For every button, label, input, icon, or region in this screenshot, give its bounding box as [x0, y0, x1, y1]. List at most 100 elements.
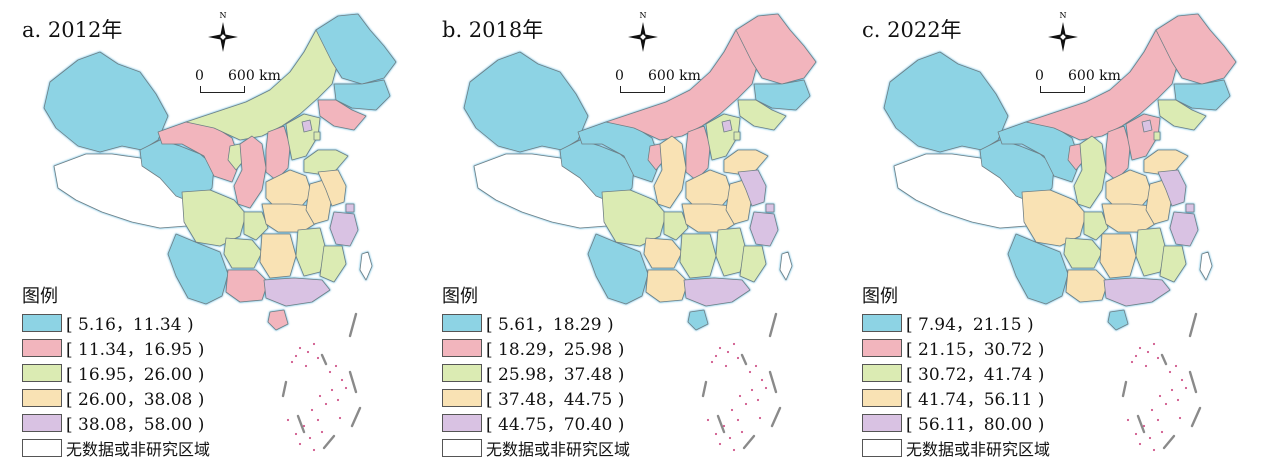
island-dot [328, 370, 332, 374]
island-dot [1134, 432, 1138, 436]
island-dot [1158, 394, 1162, 398]
island-line [348, 312, 358, 338]
scale-start-label: 0 [195, 68, 204, 84]
island-dot [336, 398, 340, 402]
region-guizhou [223, 237, 263, 269]
island-line [350, 406, 362, 428]
region-sichuan [1021, 189, 1087, 247]
region-zhejiang [1169, 211, 1199, 247]
legend-swatch [442, 363, 482, 382]
island-line [296, 414, 306, 434]
scale-end-label: 600 km [648, 68, 701, 84]
region-heilongjiang [735, 13, 817, 85]
island-dot [334, 364, 338, 368]
island-dot [764, 386, 768, 390]
island-dot [748, 370, 752, 374]
island-dot [1130, 360, 1134, 364]
island-line [348, 370, 358, 394]
legend-swatch [862, 313, 902, 332]
island-dot [1134, 354, 1138, 358]
island-line [1188, 312, 1198, 338]
region-heilongjiang [315, 13, 397, 85]
island-dot [1164, 402, 1168, 406]
island-dot [1156, 356, 1160, 360]
scale-start-label: 0 [615, 68, 624, 84]
panel-title: b. 2018年 [442, 18, 544, 42]
island-dot [340, 378, 344, 382]
legend-label: [ 21.15，30.72 ) [906, 340, 1045, 360]
legend-label: [ 16.95，26.00 ) [66, 365, 205, 385]
island-dot [1138, 346, 1142, 350]
region-shaanxi [1073, 135, 1107, 209]
panel-title: a. 2012年 [22, 18, 123, 42]
island-line [1136, 414, 1146, 434]
region-sichuan [601, 189, 667, 247]
legend-item: [ 18.29，25.98 ) [442, 335, 630, 360]
island-dot [714, 354, 718, 358]
region-sichuan [181, 189, 247, 247]
region-zhejiang [329, 211, 359, 247]
legend-label: [ 18.29，25.98 ) [486, 340, 625, 360]
legend-swatch [442, 413, 482, 432]
island-dot [726, 350, 730, 354]
scale-end-label: 600 km [1068, 68, 1121, 84]
region-shaanxi [653, 135, 687, 209]
region-jiangsu [737, 169, 767, 207]
island-dot [732, 448, 736, 452]
region-zhejiang [749, 211, 779, 247]
legend-title: 图例 [22, 286, 58, 307]
island-dot [1138, 442, 1142, 446]
region-jiangxi [1135, 227, 1167, 277]
legend-swatch [862, 388, 902, 407]
province-map [463, 13, 817, 452]
region-ningxia [227, 143, 245, 171]
island-dot [324, 402, 328, 406]
region-heilongjiang [1155, 13, 1237, 85]
legend-item: [ 5.61，18.29 ) [442, 310, 630, 335]
island-dot [330, 388, 334, 392]
island-dot [306, 350, 310, 354]
region-taiwan [1199, 251, 1213, 281]
legend-item: [ 37.48，44.75 ) [442, 385, 630, 410]
legend-label: [ 26.00，38.08 ) [66, 390, 205, 410]
island-line [1190, 406, 1202, 428]
region-tianjin [313, 131, 321, 141]
legend-item: [ 21.15，30.72 ) [862, 335, 1050, 360]
island-dot [732, 342, 736, 346]
island-line [322, 434, 336, 450]
island-dot [1160, 430, 1164, 434]
island-dot [718, 346, 722, 350]
region-hubei [261, 203, 319, 233]
island-dot [710, 360, 714, 364]
legend-swatch [442, 338, 482, 357]
island-dot [1126, 418, 1130, 422]
legend-item: [ 56.11，80.00 ) [862, 410, 1050, 435]
legend-item: [ 25.98，37.48 ) [442, 360, 630, 385]
island-dot [304, 364, 308, 368]
region-hunan [679, 233, 717, 279]
island-line [701, 380, 708, 398]
region-liaoning [1157, 99, 1207, 131]
legend-swatch [442, 388, 482, 407]
region-shandong [303, 149, 349, 175]
region-shanghai [345, 203, 355, 213]
region-hainan [687, 309, 709, 331]
island-dot [754, 364, 758, 368]
north-label: N [1060, 11, 1067, 20]
legend-swatch [22, 388, 62, 407]
legend-swatch [22, 313, 62, 332]
scale-bar: 0 600 km [610, 62, 701, 96]
island-dot [316, 356, 320, 360]
region-shanghai [1185, 203, 1195, 213]
island-dot [344, 386, 348, 390]
north-arrow: N [205, 10, 241, 60]
island-dot [1170, 388, 1174, 392]
region-fujian [319, 245, 347, 283]
region-henan [1105, 169, 1153, 211]
island-dot [316, 418, 320, 422]
legend-swatch [862, 413, 902, 432]
region-ningxia [1067, 143, 1085, 171]
region-guangxi [225, 269, 269, 303]
legend-swatch-no-data [22, 438, 62, 457]
legend-label-no-data: 无数据或非研究区域 [906, 439, 1051, 459]
